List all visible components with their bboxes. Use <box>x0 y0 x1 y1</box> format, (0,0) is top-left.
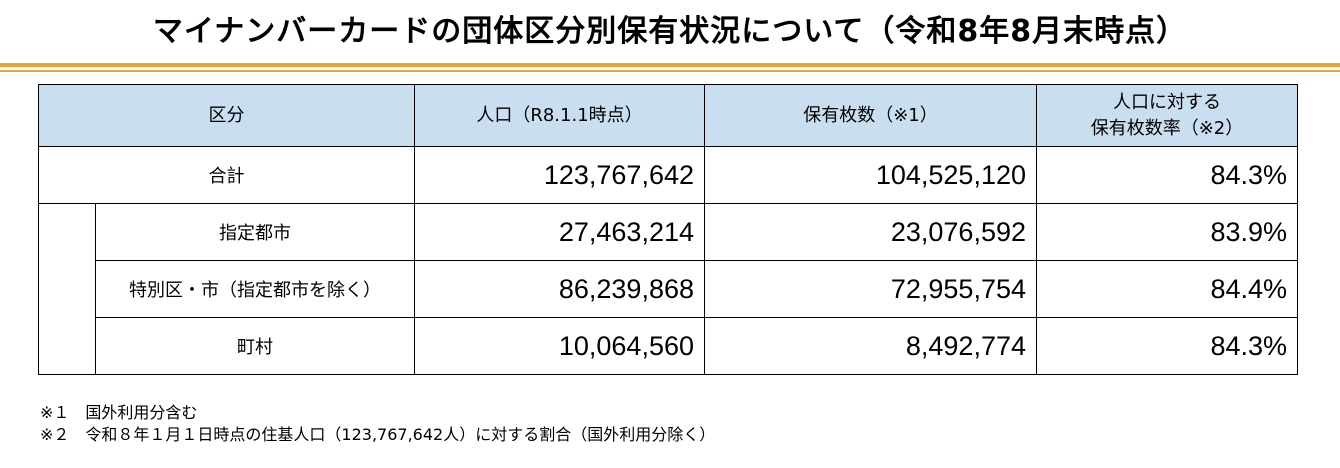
indent-cell <box>38 203 96 261</box>
table-row: 町村 10,064,560 8,492,774 84.3% <box>38 317 1298 375</box>
population-cell: 27,463,214 <box>414 203 705 261</box>
holdings-cell: 104,525,120 <box>704 146 1037 204</box>
title-underline-thick <box>0 63 1340 67</box>
header-holdings: 保有枚数（※1） <box>704 84 1037 147</box>
rate-cell: 84.3% <box>1036 317 1298 375</box>
table-row-total: 合計 123,767,642 104,525,120 84.3% <box>38 146 1298 204</box>
holdings-table: 区分 人口（R8.1.1時点） 保有枚数（※1） 人口に対する 保有枚数率（※2… <box>38 84 1298 375</box>
rate-cell: 84.4% <box>1036 260 1298 318</box>
page-title: マイナンバーカードの団体区分別保有状況について（令和8年8月末時点） <box>152 14 1188 49</box>
header-rate-line1: 人口に対する <box>1113 91 1221 113</box>
header-rate-line2: 保有枚数率（※2） <box>1090 117 1244 139</box>
header-rate: 人口に対する 保有枚数率（※2） <box>1036 84 1298 147</box>
row-label: 町村 <box>95 317 415 375</box>
row-label: 合計 <box>38 146 415 204</box>
indent-cell <box>38 260 96 318</box>
table-header-row: 区分 人口（R8.1.1時点） 保有枚数（※1） 人口に対する 保有枚数率（※2… <box>38 84 1298 147</box>
row-label: 指定都市 <box>95 203 415 261</box>
footnotes: ※１ 国外利用分含む ※２ 令和８年１月１日時点の住基人口（123,767,64… <box>40 402 715 446</box>
rate-cell: 83.9% <box>1036 203 1298 261</box>
population-cell: 123,767,642 <box>414 146 705 204</box>
holdings-cell: 8,492,774 <box>704 317 1037 375</box>
population-cell: 86,239,868 <box>414 260 705 318</box>
holdings-cell: 23,076,592 <box>704 203 1037 261</box>
table-row: 特別区・市（指定都市を除く） 86,239,868 72,955,754 84.… <box>38 260 1298 318</box>
header-category: 区分 <box>38 84 415 147</box>
title-underline-thin <box>0 70 1340 72</box>
row-label: 特別区・市（指定都市を除く） <box>95 260 415 318</box>
rate-cell: 84.3% <box>1036 146 1298 204</box>
footnote-2: ※２ 令和８年１月１日時点の住基人口（123,767,642人）に対する割合（国… <box>40 425 716 444</box>
footnote-1: ※１ 国外利用分含む <box>40 403 198 422</box>
indent-cell <box>38 317 96 375</box>
population-cell: 10,064,560 <box>414 317 705 375</box>
holdings-cell: 72,955,754 <box>704 260 1037 318</box>
table-row: 指定都市 27,463,214 23,076,592 83.9% <box>38 203 1298 261</box>
header-population: 人口（R8.1.1時点） <box>414 84 705 147</box>
